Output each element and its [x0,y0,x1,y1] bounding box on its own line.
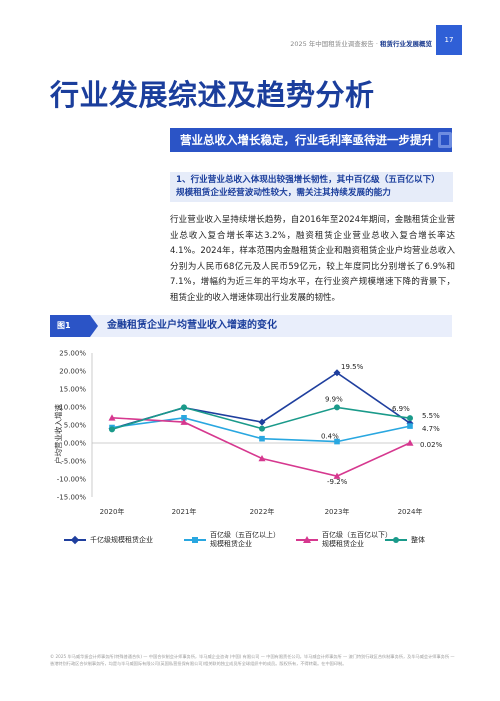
footer-copyright: © 2025 毕马威华振会计师事务所(特殊普通合伙) — 中国合伙制会计师事务所… [50,654,455,666]
data-point [406,439,414,446]
series-layer [108,369,414,479]
x-tick-label: 2020年 [100,507,125,516]
data-label: 19.5% [341,363,364,371]
data-point [259,435,265,442]
legend-swatch-triangle [296,535,318,545]
x-tick-label: 2024年 [398,507,423,516]
y-tick-label: 10.00% [59,404,86,412]
data-point [333,472,341,479]
x-axis-ticks: 2020年 2021年 2022年 2023年 2024年 [100,507,423,516]
legend-item-2: 百亿级（五百亿以上） 规模租赁企业 [184,528,280,552]
data-label: 4.7% [422,425,440,433]
legend-label-1: 千亿级规模租赁企业 [90,535,153,544]
x-tick-label: 2022年 [250,507,275,516]
y-axis-label: 户均营业收入增速 [53,404,63,464]
data-point [258,454,266,462]
page-title: 行业发展综述及趋势分析 [50,78,375,112]
data-point [180,418,188,425]
x-tick-label: 2023年 [325,507,350,516]
body-paragraph: 行业营业收入呈持续增长趋势，自2016年至2024年期间，金融租赁企业营业总收入… [170,215,455,303]
data-label: 6.9% [392,405,410,413]
chart-legend: 千亿级规模租赁企业 百亿级（五百亿以上） 规模租赁企业 百亿级（五百亿以下） 规… [60,528,460,552]
data-point [334,438,340,445]
y-tick-label: 0.00% [64,440,87,448]
header-section: 租赁行业发展概览 [380,40,432,48]
y-axis-ticks: 25.00% 20.00% 15.00% 10.00% 5.00% 0.00% -5.00%… [57,350,87,502]
data-point [108,414,116,421]
legend-swatch-circle [385,535,407,545]
y-tick-label: 20.00% [59,368,86,376]
data-point [407,415,413,422]
x-tick-label: 2021年 [172,507,197,516]
growth-line-chart: 25.00% 20.00% 15.00% 10.00% 5.00% 0.00% -5.00%… [53,350,443,517]
legend-swatch-diamond [64,535,86,545]
section-banner: 营业总收入增长稳定，行业毛利率亟待进一步提升 [170,128,452,152]
data-point [259,425,265,432]
y-tick-label: 25.00% [59,350,86,358]
data-point [334,404,340,411]
data-point [406,419,414,427]
figure-label-arrow [90,315,98,337]
legend-swatch-square [184,535,206,545]
annotation-layer: 19.5% 9.9% 0.4% -9.2% 6.9% 5.5% 4.7% 0.02% [321,363,443,486]
data-label: 0.4% [321,433,339,441]
data-label: 9.9% [325,395,343,403]
figure-title: 金融租赁企业户均营业收入增速的变化 [107,320,277,331]
legend-label-4: 整体 [411,535,425,544]
y-tick-label: 5.00% [64,422,87,430]
banner-decoration [438,132,452,148]
page-number-badge: 17 [436,25,462,55]
figure-label: 图1 [50,315,90,337]
data-label: 0.02% [420,441,443,449]
y-tick-label: -10.00% [57,476,87,484]
header-report-title: 2025 年中国租赁业调查报告 · [290,40,380,48]
data-point [181,415,187,421]
data-point [109,426,115,433]
data-label: 5.5% [422,412,440,420]
legend-item-3: 百亿级（五百亿以下） 规模租赁企业 [296,528,392,552]
data-point [407,423,413,429]
legend-label-3: 百亿级（五百亿以下） 规模租赁企业 [322,531,392,548]
legend-item-1: 千亿级规模租赁企业 [64,528,153,552]
y-tick-label: -5.00% [61,458,86,466]
data-label: -9.2% [327,478,348,486]
figure-header-bar [50,315,452,337]
legend-label-2: 百亿级（五百亿以上） 规模租赁企业 [210,531,280,548]
data-point [258,418,266,426]
data-point [333,369,341,377]
y-tick-label: -15.00% [57,494,87,502]
subheading: 1、行业营业总收入体现出较强增长韧性，其中百亿级（五百亿以下）规模租赁企业经营波… [170,172,453,202]
legend-item-4: 整体 [385,528,425,552]
running-header: 2025 年中国租赁业调查报告 · 租赁行业发展概览 [290,38,432,48]
data-point [181,404,187,411]
y-tick-label: 15.00% [59,386,86,394]
